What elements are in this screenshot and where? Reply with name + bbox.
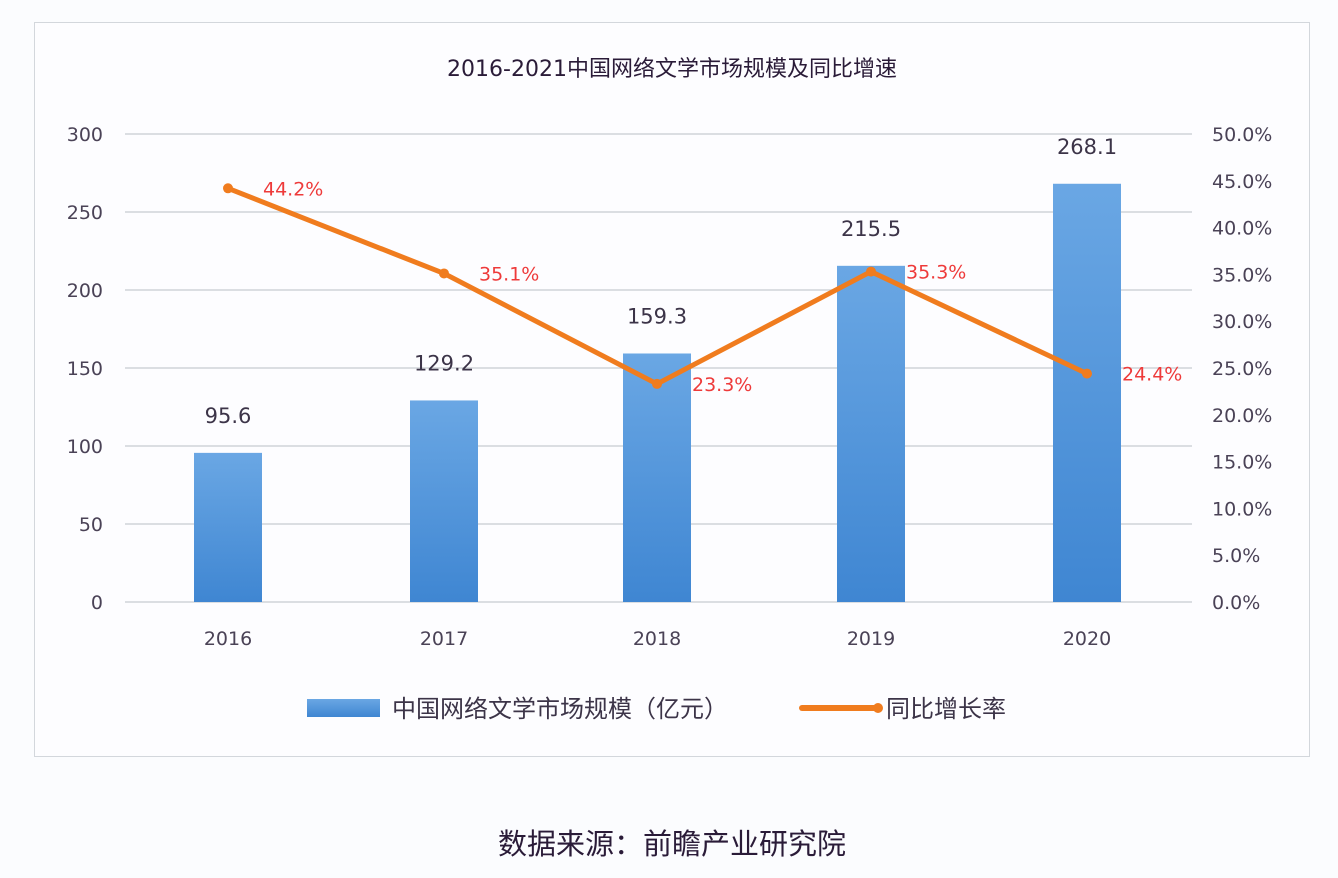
x-axis-tick: 2017 [420,628,468,650]
right-axis-tick: 15.0% [1212,452,1272,474]
bar-value-label: 215.5 [841,217,901,241]
bar-value-label: 268.1 [1057,135,1117,159]
growth-point [1082,368,1092,379]
right-axis-tick: 0.0% [1212,592,1260,614]
left-axis-tick: 200 [67,280,103,302]
bar-value-label: 159.3 [627,304,687,328]
bar [1053,183,1121,603]
right-axis-tick: 45.0% [1212,171,1272,193]
right-axis-tick: 50.0% [1212,124,1272,146]
right-axis-tick: 20.0% [1212,405,1272,427]
right-axis-tick: 25.0% [1212,358,1272,380]
bar [410,400,478,602]
legend-line-label: 同比增长率 [886,695,1006,723]
legend-bar-label: 中国网络文学市场规模（亿元） [392,695,728,723]
right-axis-tick: 40.0% [1212,218,1272,240]
right-axis-tick: 30.0% [1212,311,1272,333]
bar [837,265,905,602]
growth-point [652,378,662,389]
x-axis-tick: 2020 [1063,628,1111,650]
legend-line-marker [873,703,883,713]
growth-value-label: 23.3% [692,374,752,396]
growth-value-label: 44.2% [263,178,323,200]
legend-bar-swatch [307,699,380,717]
growth-point [866,266,876,277]
left-axis-tick: 300 [67,124,103,146]
x-axis-tick: 2016 [204,628,252,650]
left-axis-tick: 50 [79,514,103,536]
growth-value-label: 35.1% [479,263,539,285]
bar-value-label: 95.6 [205,404,252,428]
bar-value-label: 129.2 [414,351,474,375]
left-axis-tick: 0 [91,592,103,614]
chart-title: 2016-2021中国网络文学市场规模及同比增速 [447,57,897,82]
x-axis-tick: 2018 [633,628,681,650]
growth-value-label: 35.3% [906,262,966,284]
growth-point [439,268,449,279]
right-axis-tick: 5.0% [1212,545,1260,567]
right-axis-tick: 10.0% [1212,498,1272,520]
legend: 中国网络文学市场规模（亿元） 同比增长率 [307,695,1006,723]
x-axis-tick: 2019 [847,628,895,650]
left-axis-tick: 150 [67,358,103,380]
growth-value-label: 24.4% [1122,364,1182,386]
bar [194,452,262,602]
data-source: 数据来源：前瞻产业研究院 [498,827,846,861]
left-axis-tick: 250 [67,202,103,224]
growth-point [223,183,233,194]
left-axis-tick: 100 [67,436,103,458]
bar [623,353,691,602]
right-axis-tick: 35.0% [1212,264,1272,286]
